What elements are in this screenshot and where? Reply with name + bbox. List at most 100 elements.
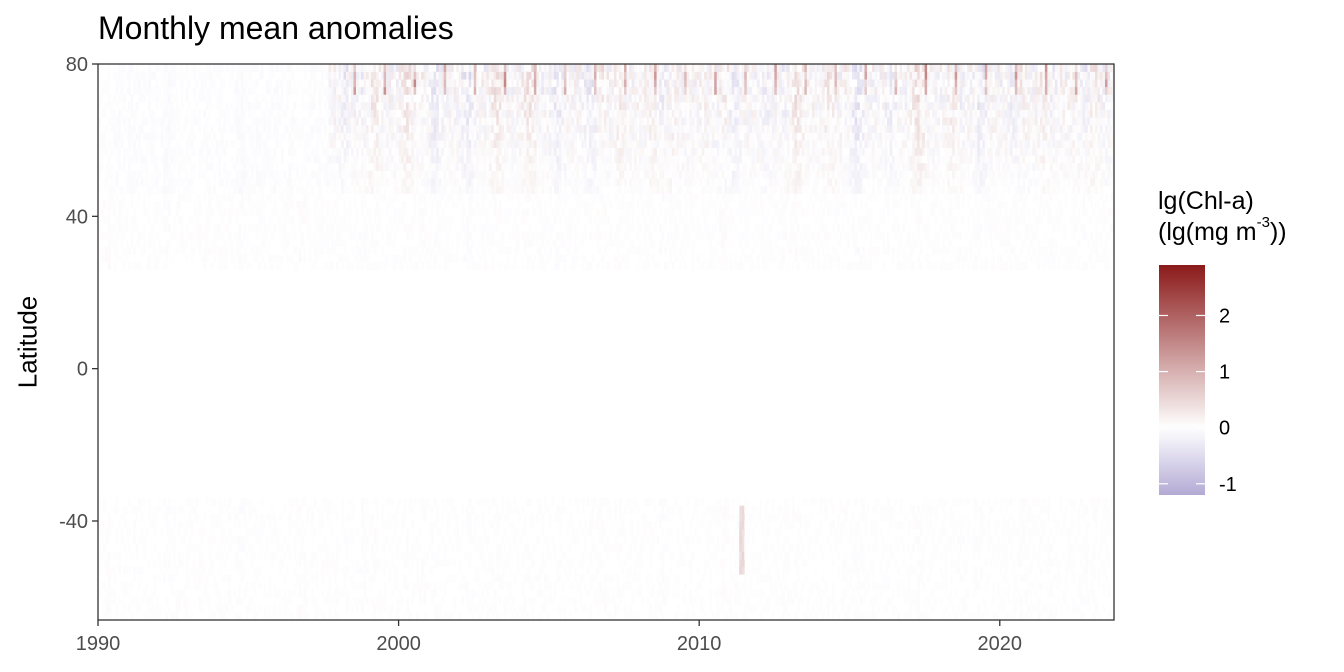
heatmap-cell <box>421 102 425 110</box>
heatmap-cell <box>491 574 495 583</box>
heatmap-cell <box>335 581 339 590</box>
heatmap-cell <box>531 109 535 118</box>
heatmap-cell <box>213 513 217 522</box>
heatmap-cell <box>188 543 192 552</box>
heatmap-cell <box>210 208 214 217</box>
heatmap-cell <box>143 208 146 217</box>
heatmap-cell <box>183 71 187 80</box>
heatmap-cell <box>473 64 477 72</box>
heatmap-cell <box>338 109 342 118</box>
heatmap-cell <box>345 185 349 194</box>
heatmap-cell <box>243 124 247 133</box>
heatmap-cell <box>345 604 349 613</box>
heatmap-cell <box>571 132 575 141</box>
heatmap-cell <box>423 612 427 620</box>
heatmap-cell <box>481 589 485 598</box>
heatmap-cell <box>486 86 490 95</box>
heatmap-cell <box>325 498 329 507</box>
heatmap-cell <box>250 581 254 590</box>
heatmap-cell <box>238 109 242 118</box>
heatmap-cell <box>523 612 527 620</box>
heatmap-cell <box>230 604 234 613</box>
heatmap-cell <box>483 597 487 606</box>
heatmap-cell <box>431 86 435 95</box>
heatmap-cell <box>345 566 349 575</box>
heatmap-cell <box>513 94 517 103</box>
heatmap-cell <box>98 178 101 187</box>
heatmap-cell <box>210 536 214 545</box>
heatmap-cell <box>315 566 319 575</box>
heatmap-cell <box>343 566 347 575</box>
heatmap-cell <box>315 170 319 179</box>
heatmap-cell <box>393 216 397 225</box>
heatmap-cell <box>523 124 527 133</box>
heatmap-cell <box>273 520 277 529</box>
heatmap-cell <box>361 536 364 545</box>
heatmap-cell <box>376 566 379 575</box>
heatmap-cell <box>280 543 284 552</box>
heatmap-cell <box>446 574 450 583</box>
heatmap-cell <box>436 147 440 156</box>
heatmap-cell <box>158 254 162 263</box>
heatmap-cell <box>225 193 229 202</box>
heatmap-cell <box>258 132 262 141</box>
heatmap-cell <box>163 94 167 103</box>
heatmap-cell <box>513 543 517 552</box>
heatmap-cell <box>488 117 492 126</box>
heatmap-cell <box>411 132 415 141</box>
heatmap-cell <box>451 201 455 210</box>
heatmap-cell <box>165 178 169 187</box>
heatmap-cell <box>466 71 470 80</box>
heatmap-cell <box>481 551 485 560</box>
heatmap-cell <box>491 71 495 80</box>
heatmap-cell <box>431 102 435 110</box>
heatmap-cell <box>501 132 505 141</box>
heatmap-cell <box>483 102 487 110</box>
heatmap-cell <box>200 604 204 613</box>
heatmap-cell <box>471 147 475 156</box>
heatmap-cell <box>288 64 292 72</box>
heatmap-cell <box>300 520 304 529</box>
heatmap-cell <box>105 246 109 255</box>
heatmap-cell <box>548 124 552 133</box>
heatmap-cell <box>406 597 410 606</box>
heatmap-cell <box>361 79 364 88</box>
heatmap-cell <box>105 612 109 620</box>
heatmap-cell <box>381 604 384 613</box>
heatmap-cell <box>428 185 432 194</box>
heatmap-cell <box>243 94 247 103</box>
heatmap-cell <box>543 147 547 156</box>
heatmap-cell <box>406 559 410 567</box>
heatmap-cell <box>155 216 159 225</box>
heatmap-cell <box>153 155 157 164</box>
heatmap-cell <box>268 513 272 522</box>
heatmap-cell <box>466 223 470 232</box>
heatmap-cell <box>478 208 482 217</box>
heatmap-cell <box>436 505 440 514</box>
heatmap-cell <box>576 64 580 72</box>
heatmap-cell <box>498 513 502 522</box>
heatmap-cell <box>366 147 369 156</box>
heatmap-cell <box>461 170 465 179</box>
heatmap-cell <box>223 79 227 88</box>
heatmap-cell <box>496 216 500 225</box>
heatmap-cell <box>175 201 179 210</box>
heatmap-cell <box>548 520 552 529</box>
heatmap-cell <box>373 124 377 133</box>
heatmap-cell <box>133 262 136 270</box>
heatmap-cell <box>183 117 187 126</box>
heatmap-cell <box>130 178 134 187</box>
heatmap-cell <box>356 604 359 613</box>
heatmap-cell <box>145 528 149 537</box>
heatmap-cell <box>333 612 337 620</box>
heatmap-cell <box>140 124 144 133</box>
heatmap-cell <box>396 551 399 560</box>
heatmap-cell <box>526 147 530 156</box>
heatmap-cell <box>401 117 404 126</box>
heatmap-cell <box>268 604 272 613</box>
heatmap-cell <box>178 597 182 606</box>
heatmap-cell <box>323 498 327 507</box>
heatmap-cell <box>396 178 399 187</box>
heatmap-cell <box>200 551 204 560</box>
heatmap-cell <box>416 612 420 620</box>
